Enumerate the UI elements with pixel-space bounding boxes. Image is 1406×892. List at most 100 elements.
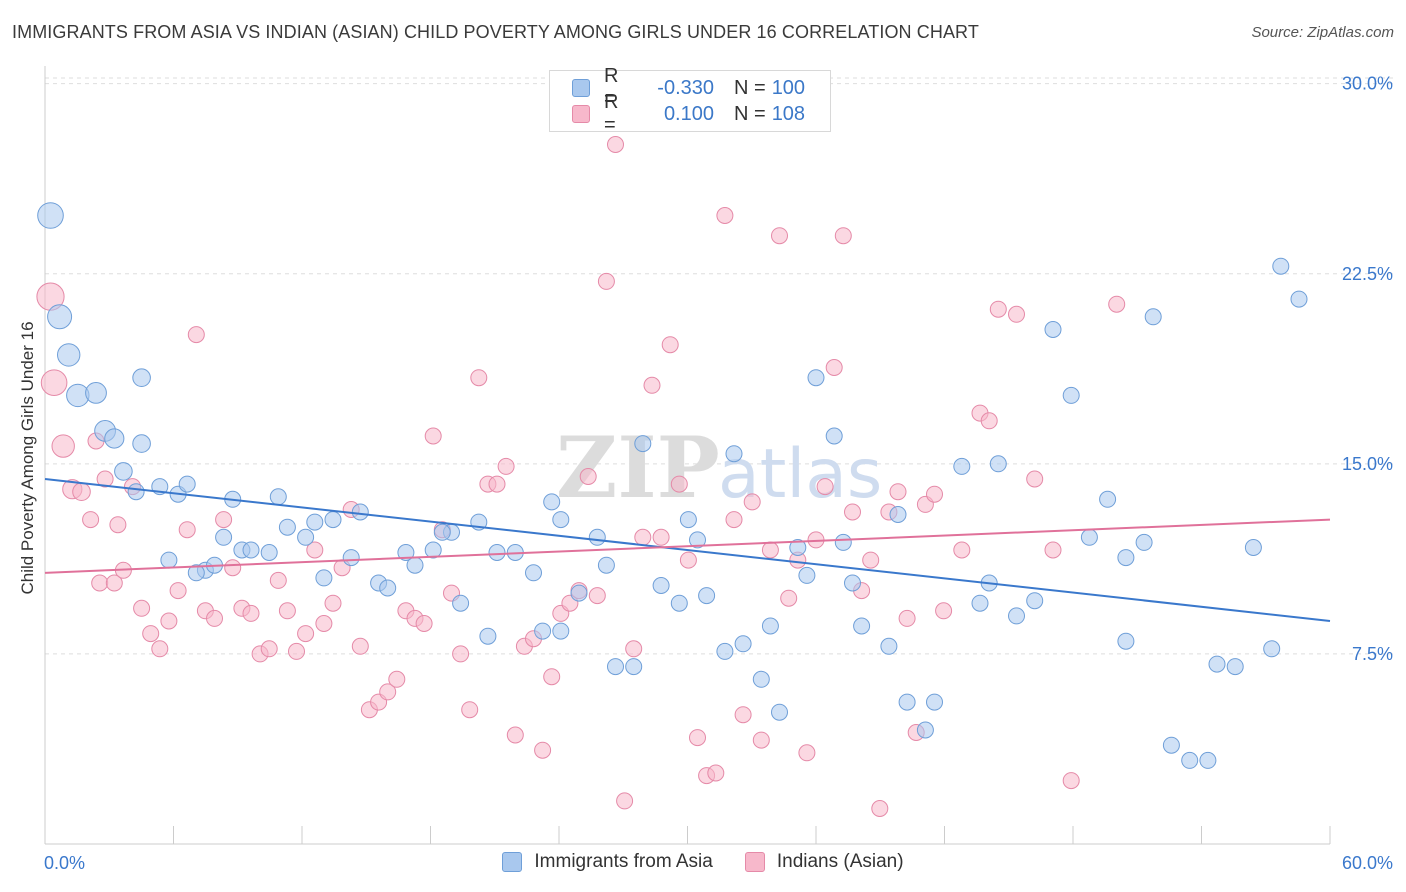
data-point: [834, 227, 852, 245]
data-point: [132, 434, 151, 453]
data-point: [151, 640, 169, 658]
data-point: [725, 445, 743, 463]
data-point: [871, 800, 889, 817]
legend-r-label: R =: [604, 65, 619, 110]
legend-item-immigrants-from-asia[interactable]: Immigrants from Asia: [502, 851, 713, 873]
data-point: [187, 564, 205, 582]
data-point: [96, 470, 114, 488]
data-point: [479, 627, 497, 645]
data-point: [953, 457, 971, 475]
data-point: [1144, 308, 1162, 326]
tick-labels: 7.5% 15.0% 22.5% 30.0% 0.0% 60.0%: [44, 74, 1393, 873]
data-point: [898, 693, 916, 711]
data-point: [324, 594, 342, 612]
data-point: [1062, 386, 1080, 404]
data-point: [224, 559, 242, 577]
data-point: [297, 528, 315, 546]
legend-swatch-pink: [572, 105, 590, 123]
legend-swatch-blue: [572, 79, 590, 97]
x-tick-label: 60.0%: [1342, 853, 1393, 873]
data-point: [816, 478, 834, 496]
data-point: [424, 427, 442, 445]
legend-r-value: 0.100: [663, 102, 714, 125]
series-indians-asian: [36, 136, 1126, 817]
data-point: [452, 645, 470, 663]
data-point: [661, 336, 679, 354]
data-point: [260, 544, 278, 561]
legend-r-value: -0.330: [657, 76, 714, 99]
data-point: [470, 369, 488, 387]
data-point: [844, 503, 861, 521]
legend-n-value: 100: [771, 76, 806, 99]
data-point: [187, 326, 205, 344]
data-point: [989, 300, 1007, 318]
data-point: [652, 528, 670, 546]
data-point: [1044, 541, 1062, 559]
data-point: [206, 609, 223, 627]
data-point: [588, 528, 606, 546]
legend-label: Indians (Asian): [776, 851, 904, 872]
data-point: [752, 731, 770, 749]
data-point: [406, 556, 424, 574]
trend-line-immigrants-from-asia: [44, 478, 1331, 622]
data-point: [260, 640, 278, 658]
data-point: [689, 531, 706, 549]
data-point: [825, 359, 843, 376]
data-point: [743, 493, 761, 511]
data-point: [215, 528, 233, 546]
data-point: [269, 488, 287, 506]
data-point: [85, 382, 107, 404]
data-point: [552, 622, 570, 640]
data-point: [72, 482, 91, 502]
data-point: [761, 617, 779, 635]
data-point: [761, 541, 779, 559]
data-point: [1080, 528, 1098, 546]
legend-r-label: R =: [604, 91, 619, 136]
data-point: [679, 511, 697, 529]
data-point: [142, 625, 160, 643]
data-point: [1135, 533, 1153, 551]
data-point: [926, 485, 943, 503]
data-point: [461, 701, 479, 719]
data-point: [133, 599, 151, 617]
data-point: [452, 594, 470, 612]
data-point: [37, 202, 64, 229]
legend-item-indians-asian[interactable]: Indians (Asian): [744, 851, 904, 873]
data-point: [588, 587, 606, 605]
data-point: [725, 511, 743, 529]
data-point: [342, 549, 360, 567]
data-point: [625, 658, 643, 676]
data-point: [752, 670, 770, 688]
data-point: [889, 506, 907, 523]
data-point: [1044, 321, 1062, 338]
data-point: [324, 511, 342, 529]
data-point: [397, 544, 415, 561]
data-point: [716, 642, 734, 660]
legend-swatch-blue: [502, 852, 523, 872]
data-point: [543, 493, 561, 511]
y-tick-label: 7.5%: [1352, 644, 1393, 664]
data-point: [160, 612, 178, 630]
data-point: [543, 668, 561, 686]
data-point: [734, 635, 752, 653]
data-point: [269, 571, 287, 589]
data-point: [178, 521, 196, 539]
data-point: [716, 207, 734, 224]
data-point: [351, 503, 369, 521]
data-point: [278, 602, 296, 620]
data-point: [853, 617, 871, 635]
data-point: [1026, 470, 1044, 488]
data-point: [898, 609, 916, 627]
data-point: [1026, 592, 1044, 610]
data-point: [798, 744, 816, 762]
x-tick-label: 0.0%: [44, 853, 85, 873]
data-point: [634, 528, 652, 546]
axes: [44, 66, 1331, 845]
data-point: [488, 475, 506, 493]
data-point: [297, 625, 315, 643]
data-point: [288, 642, 305, 660]
data-point: [862, 551, 880, 569]
data-point: [734, 706, 752, 724]
data-point: [916, 721, 934, 739]
legend-row-blue: R = -0.330 N = 100: [572, 65, 806, 110]
